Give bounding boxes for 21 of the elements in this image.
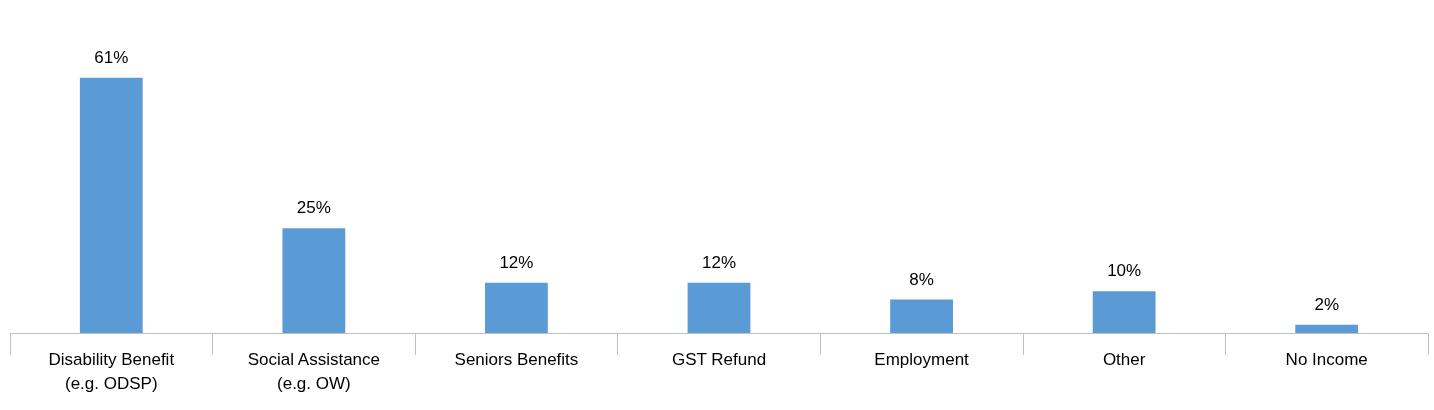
data-label: 8% [909,269,934,289]
bar [1295,324,1359,333]
x-tick-label: Other [1102,349,1146,369]
x-tick-label: Social Assistance (e.g. OW) [247,349,381,393]
data-label: 2% [1314,294,1339,314]
bar [687,282,751,333]
bar [79,77,143,333]
bar [1092,291,1156,333]
x-tick-label: Employment [874,349,970,369]
x-tick-label: GST Refund [671,349,767,369]
x-tick-label: Disability Benefit (e.g. ODSP) [48,349,175,393]
data-label: 25% [296,198,331,218]
bar [485,282,548,333]
data-label: 10% [1107,261,1142,281]
x-tick-label: No Income [1285,349,1368,369]
data-label: 12% [499,252,534,272]
x-tick-label: Seniors Benefits [454,349,579,369]
bar [890,299,953,333]
bar [282,228,346,333]
data-label: 12% [701,252,737,272]
data-label: 61% [94,47,129,67]
